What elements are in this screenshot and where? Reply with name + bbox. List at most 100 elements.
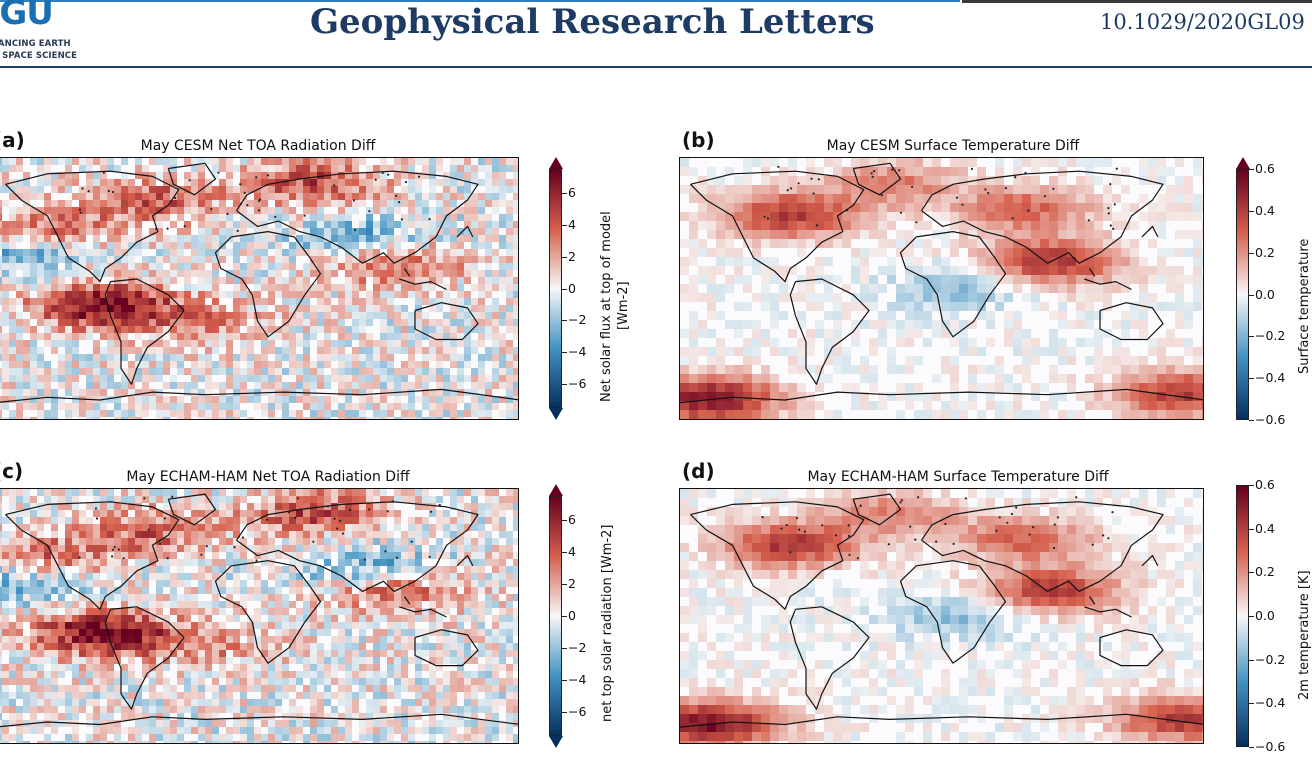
field-cell <box>914 257 923 266</box>
field-cell <box>240 165 247 172</box>
field-cell <box>177 249 184 256</box>
field-cell <box>331 179 338 186</box>
field-cell <box>443 354 450 361</box>
field-cell <box>506 503 513 510</box>
field-cell <box>261 354 268 361</box>
field-cell <box>317 410 324 417</box>
field-cell <box>142 389 149 396</box>
field-cell <box>1184 203 1193 212</box>
field-cell <box>254 326 261 333</box>
field-cell <box>359 382 366 389</box>
field-cell <box>443 270 450 277</box>
field-cell <box>450 552 457 559</box>
field-cell <box>156 594 163 601</box>
field-cell <box>366 580 373 587</box>
field-cell <box>716 383 725 392</box>
field-cell <box>345 375 352 382</box>
field-cell <box>30 396 37 403</box>
field-cell <box>72 580 79 587</box>
field-cell <box>995 401 1004 410</box>
field-cell <box>1175 248 1184 257</box>
field-cell <box>1076 248 1085 257</box>
field-cell <box>331 172 338 179</box>
field-cell <box>149 510 156 517</box>
field-cell <box>422 389 429 396</box>
field-cell <box>93 270 100 277</box>
field-cell <box>177 333 184 340</box>
field-cell <box>443 333 450 340</box>
field-cell <box>1085 284 1094 293</box>
field-cell <box>16 559 23 566</box>
field-cell <box>959 239 968 248</box>
field-cell <box>212 270 219 277</box>
field-cell <box>380 587 387 594</box>
field-cell <box>163 249 170 256</box>
colorbar-gradient <box>549 169 562 408</box>
field-cell <box>788 383 797 392</box>
field-cell <box>394 496 401 503</box>
field-cell <box>359 410 366 417</box>
field-cell <box>359 396 366 403</box>
field-cell <box>366 552 373 559</box>
field-cell <box>0 552 2 559</box>
field-cell <box>833 239 842 248</box>
field-cell <box>1049 275 1058 284</box>
field-cell <box>387 538 394 545</box>
field-cell <box>387 298 394 305</box>
field-cell <box>282 368 289 375</box>
field-cell <box>914 293 923 302</box>
field-cell <box>100 510 107 517</box>
field-cell <box>212 410 219 417</box>
field-cell <box>716 419 725 420</box>
field-cell <box>977 257 986 266</box>
field-cell <box>689 419 698 420</box>
field-cell <box>352 566 359 573</box>
field-cell <box>422 298 429 305</box>
field-cell <box>833 194 842 203</box>
field-cell <box>135 573 142 580</box>
field-cell <box>506 326 513 333</box>
coastline <box>690 170 865 283</box>
field-cell <box>226 594 233 601</box>
field-cell <box>734 410 743 419</box>
field-cell <box>205 559 212 566</box>
field-cell <box>289 263 296 270</box>
field-cell <box>163 517 170 524</box>
field-cell <box>352 417 359 419</box>
field-cell <box>492 566 499 573</box>
field-cell <box>212 524 219 531</box>
field-cell <box>254 566 261 573</box>
field-cell <box>233 389 240 396</box>
field-cell <box>289 396 296 403</box>
field-cell <box>79 410 86 417</box>
field-cell <box>401 172 408 179</box>
field-cell <box>16 552 23 559</box>
field-cell <box>23 566 30 573</box>
field-cell <box>1184 320 1193 329</box>
field-cell <box>443 312 450 319</box>
field-cell <box>184 256 191 263</box>
field-cell <box>135 354 142 361</box>
field-cell <box>429 305 436 312</box>
field-cell <box>725 320 734 329</box>
field-cell <box>212 333 219 340</box>
field-cell <box>450 312 457 319</box>
field-cell <box>450 256 457 263</box>
field-cell <box>1166 266 1175 275</box>
field-cell <box>177 354 184 361</box>
field-cell <box>324 559 331 566</box>
field-cell <box>0 368 2 375</box>
field-cell <box>366 298 373 305</box>
field-cell <box>170 242 177 249</box>
field-cell <box>743 212 752 221</box>
field-cell <box>303 545 310 552</box>
field-cell <box>743 158 752 167</box>
field-cell <box>950 302 959 311</box>
field-cell <box>506 368 513 375</box>
field-cell <box>142 361 149 368</box>
field-cell <box>950 221 959 230</box>
field-cell <box>1139 266 1148 275</box>
field-cell <box>457 242 464 249</box>
field-cell <box>815 203 824 212</box>
field-cell <box>373 587 380 594</box>
